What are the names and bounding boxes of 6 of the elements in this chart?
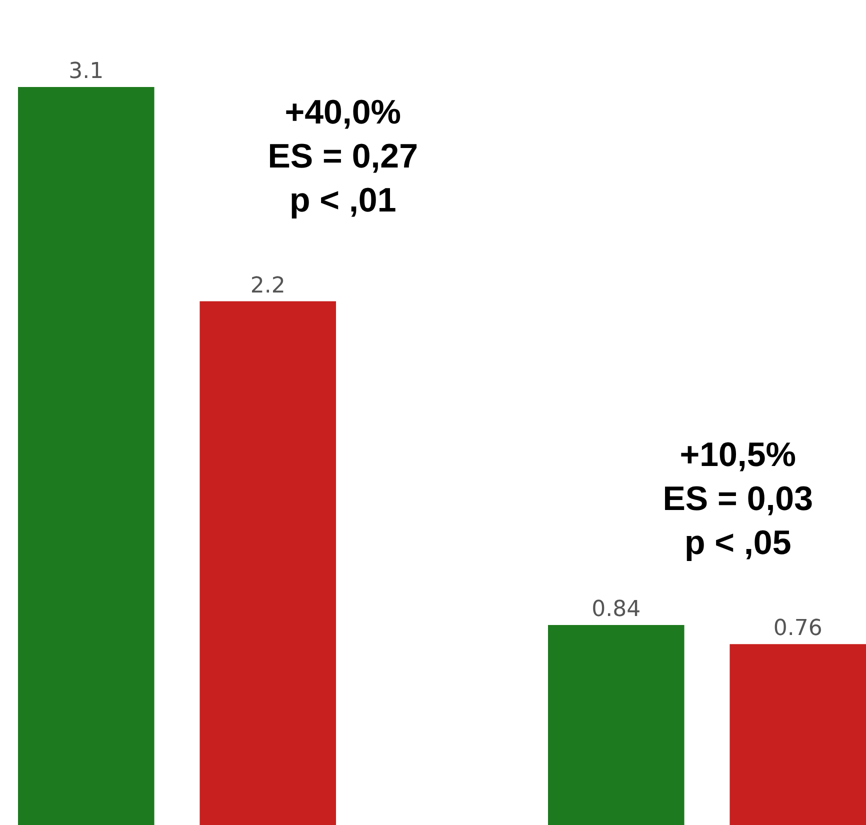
annotation: +10,5% ES = 0,03 p < ,05 xyxy=(662,436,813,562)
data-label: 2.2 xyxy=(250,273,286,298)
annotation: +40,0% ES = 0,27 p < ,01 xyxy=(268,93,418,220)
data-label: 3.1 xyxy=(68,59,104,84)
data-label: 0.76 xyxy=(773,616,822,642)
data-label: 0.84 xyxy=(592,597,641,622)
